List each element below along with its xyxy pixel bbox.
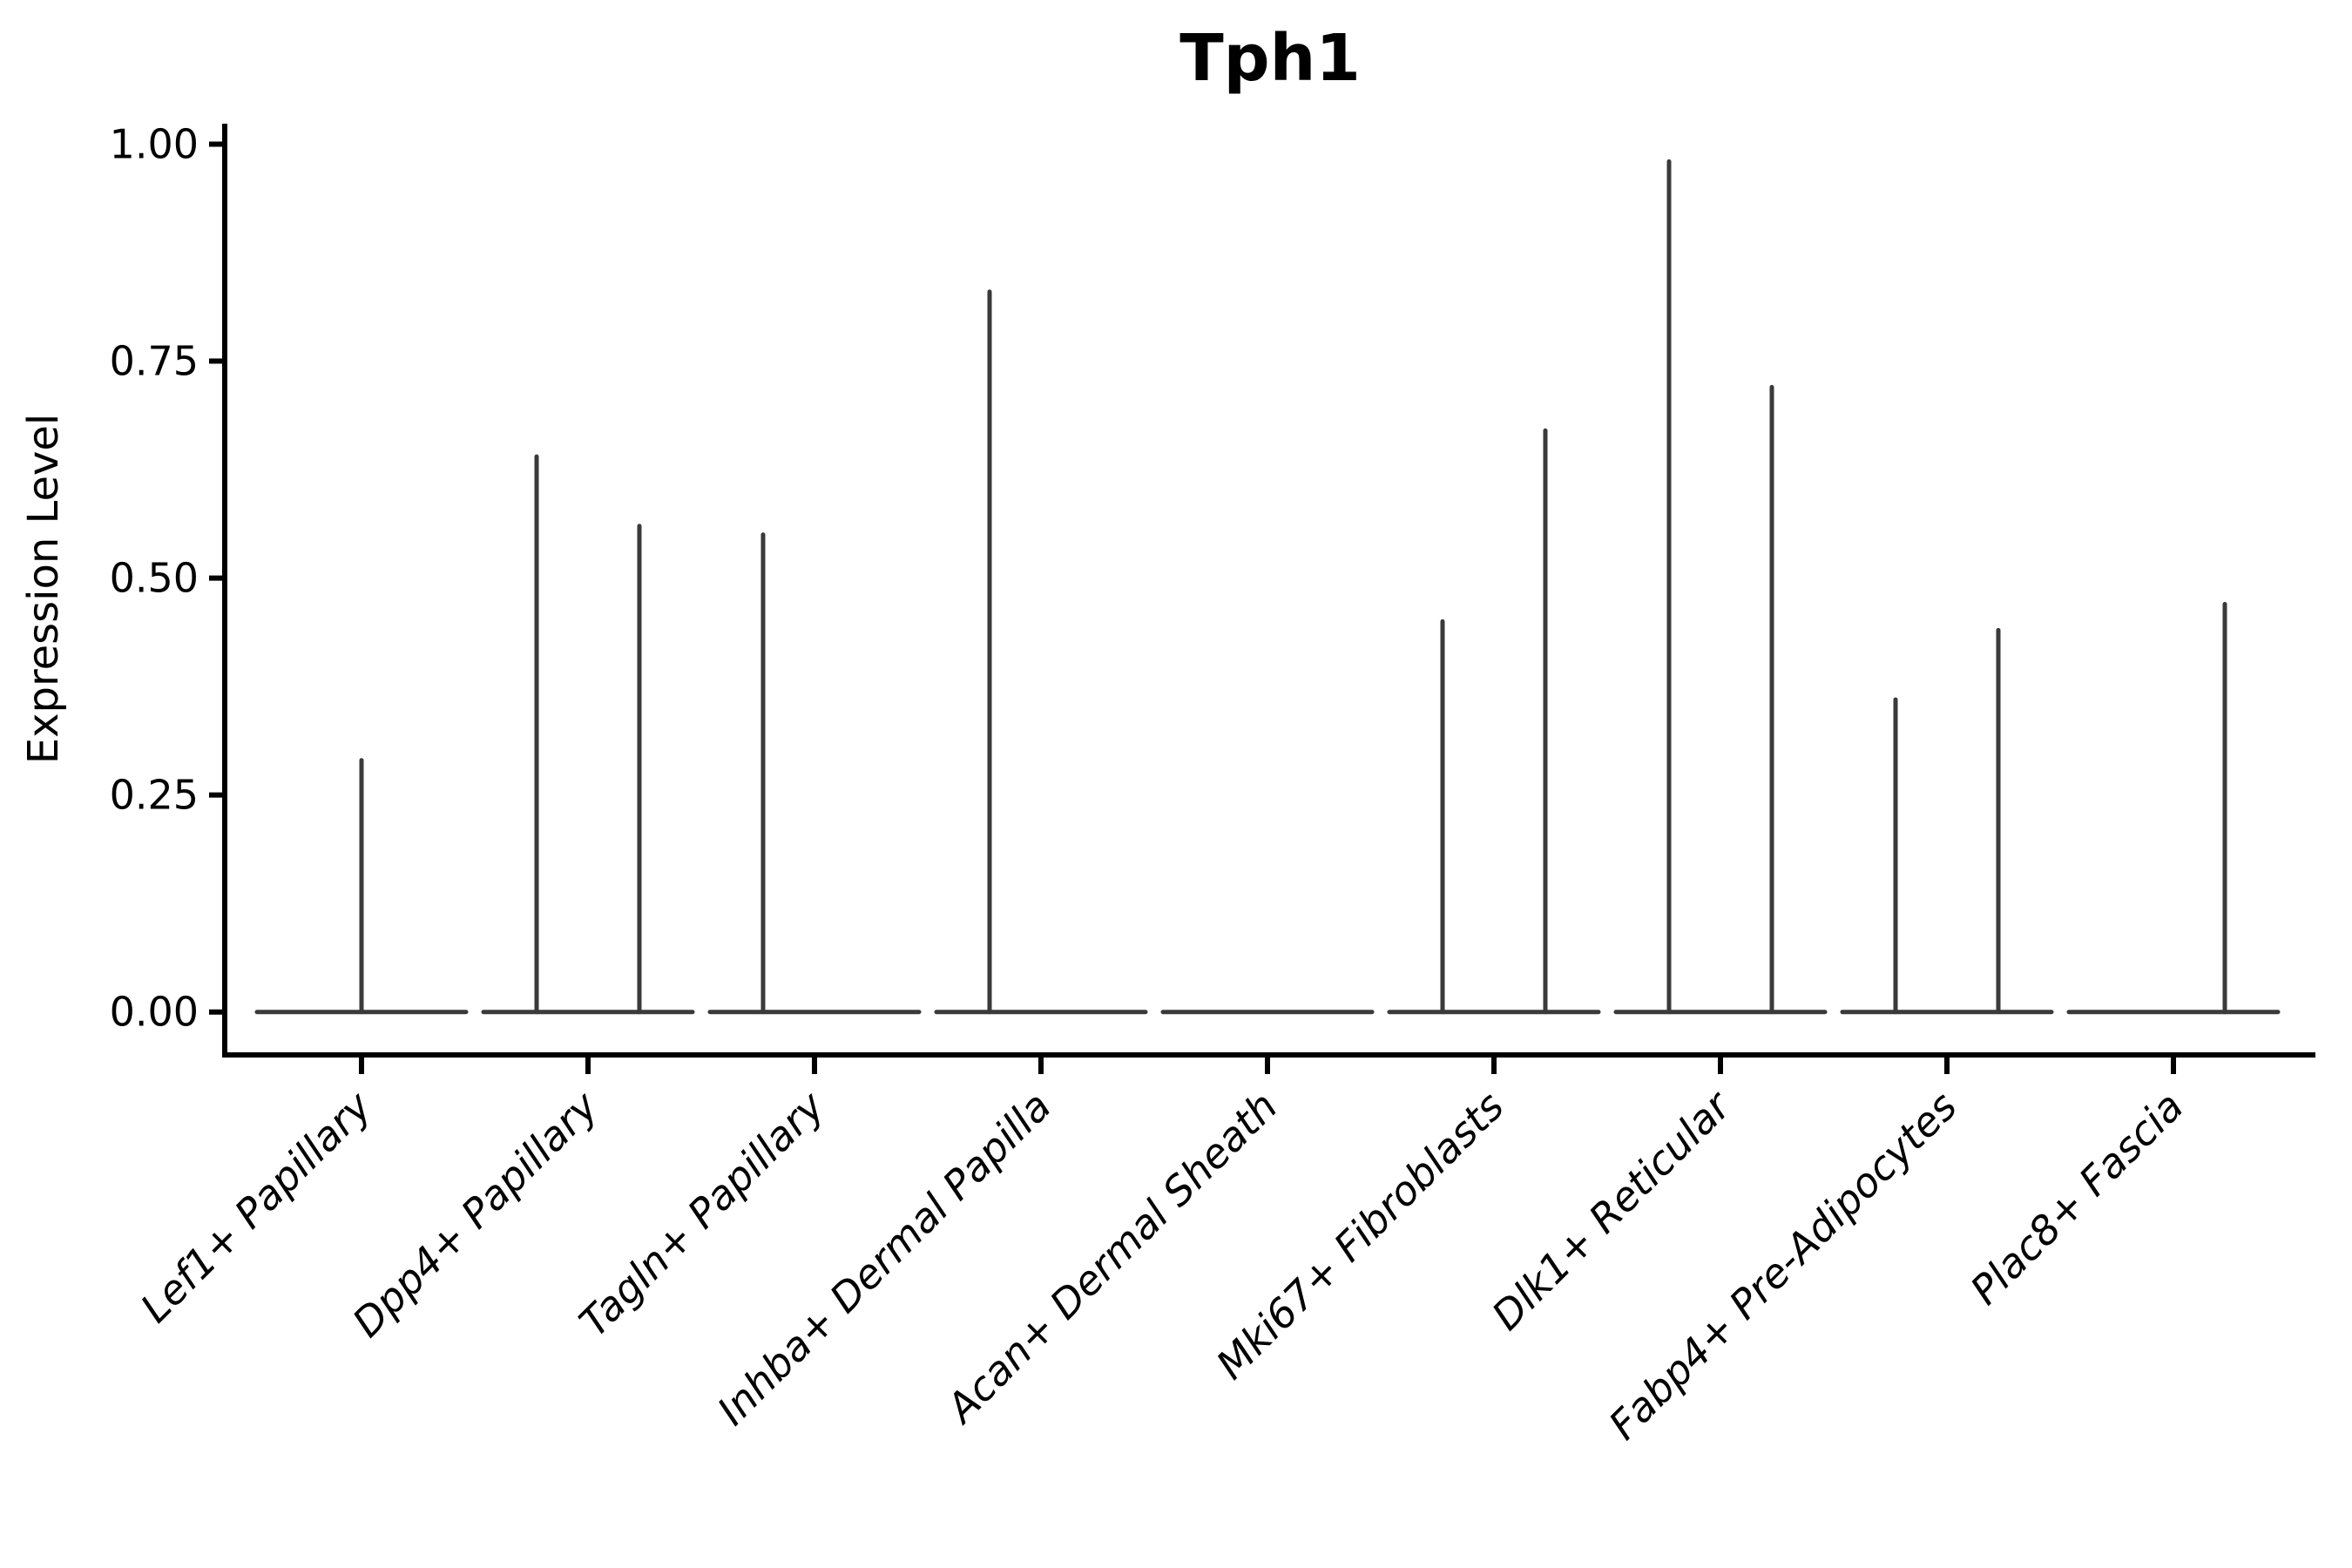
y-tick-label: 1.00 <box>110 121 199 168</box>
y-tick-label: 0.25 <box>110 772 199 819</box>
x-tick-label: Plac8+ Fascia <box>1961 1083 2192 1314</box>
y-tick-label: 0.50 <box>110 555 199 602</box>
x-tick-label: Dlk1+ Reticular <box>1483 1080 1741 1339</box>
chart-title: Tph1 <box>1179 21 1361 96</box>
axes <box>209 124 2315 1074</box>
y-tick-label: 0.00 <box>110 989 199 1036</box>
y-tick-labels: 0.00 0.25 0.50 0.75 1.00 <box>110 121 199 1036</box>
x-tick-label: Dpp4+ Papillary <box>343 1082 607 1346</box>
x-tick-label: Tagln+ Papillary <box>570 1082 834 1346</box>
violins <box>254 159 2281 1015</box>
x-tick-label: Lef1+ Papillary <box>132 1082 381 1331</box>
y-tick-label: 0.75 <box>110 338 199 385</box>
y-axis-label: Expression Level <box>19 414 68 765</box>
